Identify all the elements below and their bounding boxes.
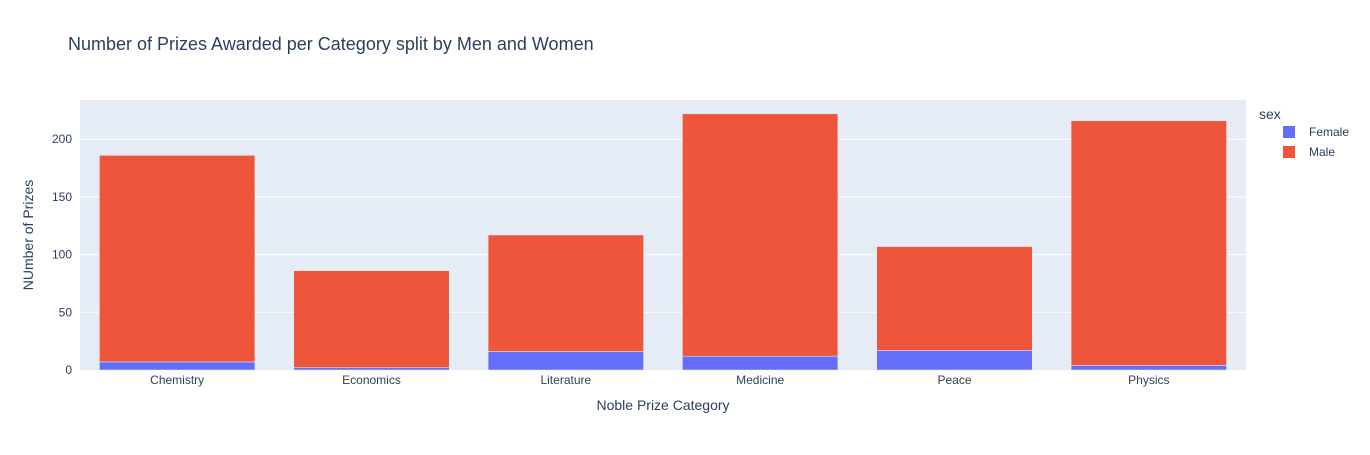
legend-label-male[interactable]: Male xyxy=(1309,145,1335,159)
y-tick-label: 50 xyxy=(59,305,73,319)
x-axis-title: Noble Prize Category xyxy=(596,397,729,413)
bar-male-literature[interactable] xyxy=(487,234,644,352)
gridlines xyxy=(80,138,1246,313)
legend-title: sex xyxy=(1259,106,1281,122)
bar-female-medicine[interactable] xyxy=(682,355,839,371)
bars[interactable] xyxy=(99,113,1227,371)
bar-male-chemistry[interactable] xyxy=(99,155,256,363)
bar-male-peace[interactable] xyxy=(876,246,1033,351)
x-tick-label: Peace xyxy=(937,373,971,387)
bar-male-medicine[interactable] xyxy=(682,113,839,357)
y-tick-label: 100 xyxy=(52,248,72,262)
chart-title: Number of Prizes Awarded per Category sp… xyxy=(68,34,594,54)
y-tick-label: 0 xyxy=(65,363,72,377)
y-axis-title: NUmber of Prizes xyxy=(20,180,36,290)
x-tick-label: Economics xyxy=(342,373,401,387)
legend-swatch-female[interactable] xyxy=(1283,126,1295,138)
x-tick-label: Physics xyxy=(1128,373,1169,387)
plot-area xyxy=(80,100,1246,370)
x-tick-label: Chemistry xyxy=(150,373,204,387)
bar-female-physics[interactable] xyxy=(1070,365,1227,371)
bar-female-chemistry[interactable] xyxy=(99,361,256,371)
x-tick-label: Literature xyxy=(540,373,591,387)
x-axis-ticks: Chemistry Economics Literature Medicine Peac… xyxy=(150,373,1169,387)
y-tick-label: 200 xyxy=(52,132,72,146)
y-axis-ticks: 0 50 100 150 200 xyxy=(52,132,72,377)
legend[interactable]: sex Female Male xyxy=(1259,106,1349,159)
bar-male-physics[interactable] xyxy=(1070,120,1227,366)
y-tick-label: 150 xyxy=(52,190,72,204)
legend-label-female[interactable]: Female xyxy=(1309,125,1349,139)
legend-swatch-male[interactable] xyxy=(1283,146,1295,158)
bar-female-peace[interactable] xyxy=(876,350,1033,371)
bar-female-literature[interactable] xyxy=(487,351,644,371)
x-tick-label: Medicine xyxy=(736,373,784,387)
bar-male-economics[interactable] xyxy=(293,270,450,368)
bar-female-economics[interactable] xyxy=(293,367,450,371)
